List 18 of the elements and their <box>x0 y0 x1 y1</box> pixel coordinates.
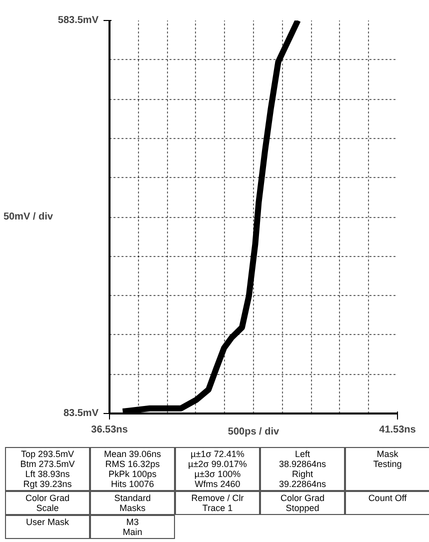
text: M3 Main <box>90 515 175 539</box>
y-tick-label: 583.5mV <box>58 15 99 26</box>
y-axis-title: 50mV / div <box>3 212 54 222</box>
x-axis-title: 500ps / div <box>228 426 280 438</box>
text: Standard Masks <box>90 491 175 515</box>
x-tick-label: 41.53ns <box>379 424 416 436</box>
text: Count Off <box>345 491 429 515</box>
x-tick-label: 36.53ns <box>91 424 128 436</box>
text: Color Grad Stopped <box>260 491 345 515</box>
text: Mean 39.06ns RMS 16.32ps PkPk 100ps Hits 10076 <box>90 447 175 491</box>
text: Color Grad Scale <box>5 491 90 515</box>
y-tick-label: 83.5mV <box>63 408 99 419</box>
text: Remove / Clr Trace 1 <box>175 491 260 515</box>
text: User Mask <box>5 515 90 539</box>
text: µ±1σ 72.41% µ±2σ 99.017% µ±3σ 100% Wfms 2460 <box>175 447 260 491</box>
text: Mask Testing <box>345 447 429 491</box>
text: Top 293.5mV Btm 273.5mV Lft 38.93ns Rgt 39.23ns <box>5 447 90 491</box>
text: Left 38.92864ns Right 39.22864ns <box>260 447 345 491</box>
